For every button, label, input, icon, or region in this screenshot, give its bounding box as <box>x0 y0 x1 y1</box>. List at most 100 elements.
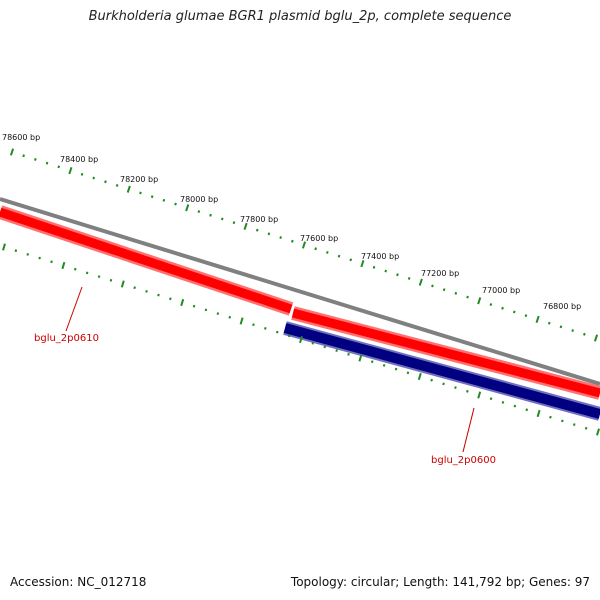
minor-tick <box>489 303 493 306</box>
gene-bglu-2p0610[interactable] <box>0 205 294 316</box>
minor-tick <box>279 236 282 239</box>
minor-tick <box>466 389 469 393</box>
major-tick <box>120 280 125 288</box>
minor-tick <box>335 349 338 353</box>
minor-tick <box>572 423 576 427</box>
ruler-label: 77000 bp <box>482 286 520 295</box>
major-tick <box>299 335 303 344</box>
outer-ruler-ticks <box>9 148 599 342</box>
minor-tick <box>323 345 327 349</box>
major-tick <box>477 297 482 305</box>
minor-tick <box>583 332 586 336</box>
minor-tick <box>561 419 564 423</box>
minor-tick <box>255 228 259 232</box>
ruler-label: 77400 bp <box>361 252 399 261</box>
minor-tick <box>394 367 398 371</box>
minor-tick <box>57 165 61 169</box>
gene-bglu-2p0600[interactable] <box>291 306 600 400</box>
minor-tick <box>157 293 160 297</box>
map-title: Burkholderia glumae BGR1 plasmid bglu_2p… <box>88 9 512 24</box>
minor-tick <box>326 251 329 254</box>
minor-tick <box>145 289 148 293</box>
ruler-label: 76800 bp <box>543 302 581 311</box>
minor-tick <box>38 256 41 260</box>
minor-tick <box>97 275 101 279</box>
minor-tick <box>150 195 154 199</box>
ruler-label: 78200 bp <box>120 175 158 184</box>
minor-tick <box>501 400 505 404</box>
minor-tick <box>197 210 201 213</box>
minor-tick <box>547 321 551 325</box>
minor-tick <box>512 310 516 314</box>
minor-tick <box>192 304 196 308</box>
major-tick <box>68 166 73 175</box>
major-tick <box>418 278 423 286</box>
minor-tick <box>407 277 411 280</box>
gene-label-leader <box>462 407 475 453</box>
minor-tick <box>115 184 119 187</box>
major-tick <box>417 372 422 381</box>
major-tick <box>477 391 482 399</box>
minor-tick <box>396 273 399 277</box>
minor-tick <box>85 271 89 275</box>
minor-tick <box>45 161 49 165</box>
minor-tick <box>220 217 224 221</box>
minor-tick <box>133 286 136 290</box>
gene-reverse-strand[interactable] <box>283 321 600 421</box>
minor-tick <box>162 198 166 202</box>
major-tick <box>358 354 363 362</box>
major-tick <box>360 259 365 268</box>
minor-tick <box>454 386 457 390</box>
minor-tick <box>382 363 386 367</box>
minor-tick <box>311 341 315 345</box>
minor-tick <box>370 360 374 364</box>
minor-tick <box>264 326 267 330</box>
minor-tick <box>169 297 172 301</box>
minor-tick <box>139 191 142 195</box>
minor-tick <box>287 334 291 338</box>
minor-tick <box>466 295 469 299</box>
minor-tick <box>406 371 410 375</box>
minor-tick <box>559 325 563 329</box>
minor-tick <box>291 239 294 243</box>
minor-tick <box>34 158 37 161</box>
minor-tick <box>92 176 96 180</box>
minor-tick <box>513 404 517 408</box>
minor-tick <box>22 154 25 158</box>
major-tick <box>243 222 248 231</box>
minor-tick <box>104 180 107 184</box>
gene-label[interactable]: bglu_2p0610 <box>34 333 99 344</box>
inner-ruler-ticks <box>2 243 600 436</box>
minor-tick <box>174 202 177 206</box>
major-tick <box>535 315 540 324</box>
minor-tick <box>431 284 434 288</box>
minor-tick <box>489 397 493 401</box>
minor-tick <box>584 426 588 430</box>
minor-tick <box>314 247 317 251</box>
major-tick <box>9 148 15 156</box>
minor-tick <box>430 378 433 382</box>
ruler-label: 77800 bp <box>240 215 278 224</box>
major-tick <box>536 409 541 418</box>
major-tick <box>593 334 599 342</box>
ruler-label: 78000 bp <box>180 195 218 204</box>
major-tick <box>596 428 600 436</box>
minor-tick <box>549 415 552 419</box>
minor-tick <box>454 291 458 295</box>
minor-tick <box>349 258 353 262</box>
backbone-line <box>0 197 600 386</box>
major-tick <box>180 298 185 307</box>
major-tick <box>61 261 66 270</box>
major-tick <box>185 204 190 212</box>
gene-label[interactable]: bglu_2p0600 <box>431 455 496 466</box>
minor-tick <box>252 323 255 327</box>
minor-tick <box>26 252 30 256</box>
minor-tick <box>442 288 446 292</box>
minor-tick <box>232 221 236 225</box>
major-tick <box>126 185 131 193</box>
minor-tick <box>73 267 77 271</box>
minor-tick <box>267 232 271 236</box>
minor-tick <box>50 260 53 264</box>
minor-tick <box>337 254 341 258</box>
